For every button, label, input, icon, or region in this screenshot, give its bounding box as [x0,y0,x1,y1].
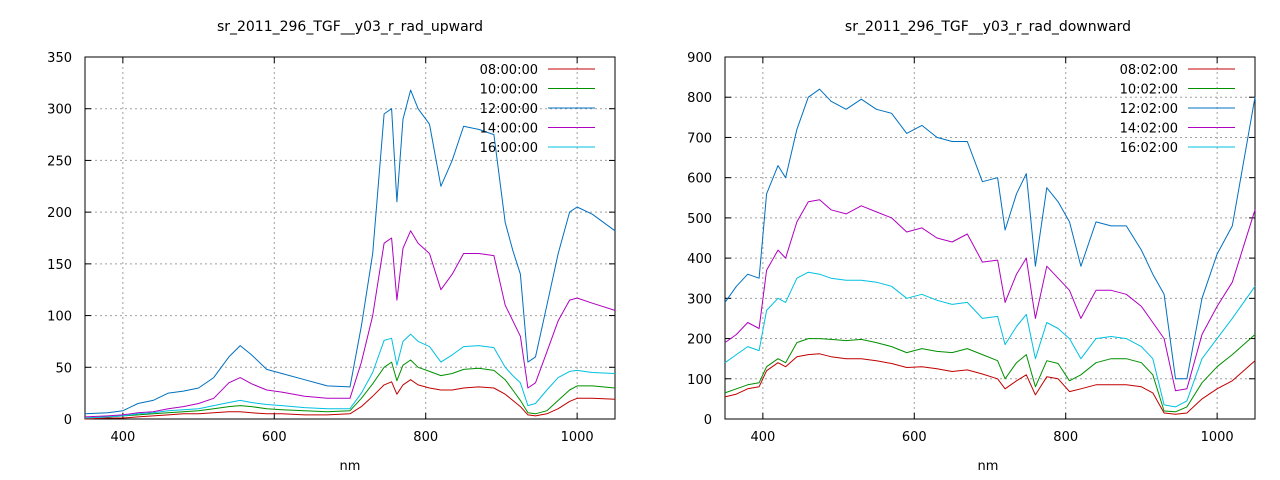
y-tick-label: 500 [687,212,712,227]
series-line [84,333,616,419]
legend-label: 10:00:00 [480,83,538,98]
x-tick-label: 1000 [1201,430,1234,445]
plot-frame [84,56,616,420]
legend-label: 16:02:00 [1120,141,1178,156]
y-tick-label: 800 [687,91,712,106]
x-axis-label: nm [978,459,999,474]
x-tick-label: 400 [110,430,135,445]
x-tick-label: 800 [413,430,438,445]
chart-title: sr_2011_296_TGF__y03_r_rad_upward [217,19,483,35]
y-tick-label: 700 [687,131,712,146]
series-line [724,88,1256,380]
series-line [84,230,616,418]
legend-label: 08:02:00 [1120,63,1178,78]
x-axis-label: nm [340,459,361,474]
y-tick-label: 0 [704,413,712,428]
x-tick-label: 400 [750,430,775,445]
y-tick-label: 100 [47,310,72,325]
y-tick-label: 600 [687,172,712,187]
legend-label: 12:02:00 [1120,102,1178,117]
series-line [84,89,616,415]
x-tick-label: 600 [262,430,287,445]
y-tick-label: 50 [55,361,72,376]
series-line [724,334,1256,413]
y-tick-label: 150 [47,258,72,273]
plot-area: 400 600 800 1000 0 50 100 150 200 250 300 350 08:00:… [47,51,616,445]
y-tick-label: 250 [47,154,72,169]
x-tick-label: 800 [1053,430,1078,445]
plot-area: 400 600 800 1000 0 100 200 300 400 500 600 700 800 90… [687,51,1256,445]
y-tick-label: 100 [687,373,712,388]
y-tick-label: 200 [47,206,72,221]
chart-title: sr_2011_296_TGF__y03_r_rad_downward [845,19,1131,35]
legend-label: 14:02:00 [1120,122,1178,137]
series-line [724,353,1256,415]
y-tick-label: 300 [687,292,712,307]
y-tick-label: 900 [687,51,712,66]
series-line [724,271,1256,408]
x-tick-label: 1000 [561,430,594,445]
series-line [724,199,1256,392]
chart-downward: sr_2011_296_TGF__y03_r_rad_downward nm 4… [687,19,1256,474]
legend-label: 08:00:00 [480,63,538,78]
series-line [84,379,616,420]
legend-label: 12:00:00 [480,102,538,117]
legend-label: 16:00:00 [480,141,538,156]
plot-frame [724,56,1256,420]
y-tick-label: 350 [47,51,72,66]
y-tick-label: 400 [687,252,712,267]
legend-label: 14:00:00 [480,122,538,137]
x-tick-label: 600 [902,430,927,445]
y-tick-label: 300 [47,103,72,118]
y-tick-label: 200 [687,333,712,348]
y-tick-label: 0 [64,413,72,428]
chart-upward: sr_2011_296_TGF__y03_r_rad_upward nm 400… [47,19,616,474]
legend-label: 10:02:00 [1120,83,1178,98]
series-line [84,359,616,419]
